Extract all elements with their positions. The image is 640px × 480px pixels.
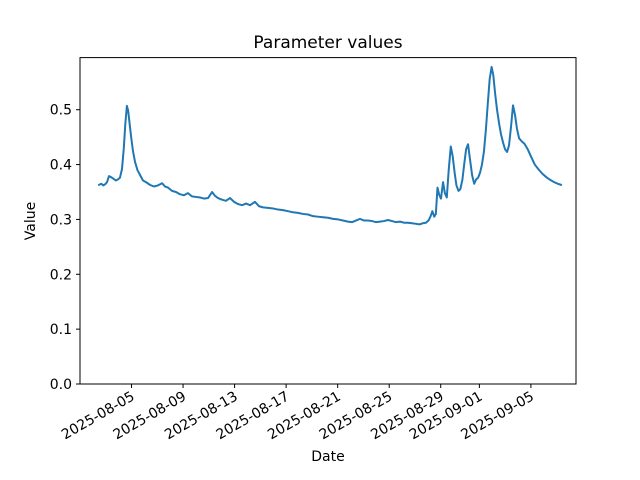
y-tick-label: 0.1	[50, 322, 72, 338]
y-tick-label: 0.2	[50, 267, 72, 283]
y-tick-label: 0.0	[50, 377, 72, 393]
y-axis-label: Value	[23, 201, 39, 241]
y-tick-label: 0.5	[50, 103, 72, 119]
y-tick-label: 0.4	[50, 158, 72, 174]
y-tick-label: 0.3	[50, 212, 72, 228]
data-line-parameter-values	[97, 65, 563, 226]
axes-frame	[79, 57, 577, 385]
chart-title: Parameter values	[253, 33, 403, 53]
x-axis-label: Date	[311, 449, 345, 465]
